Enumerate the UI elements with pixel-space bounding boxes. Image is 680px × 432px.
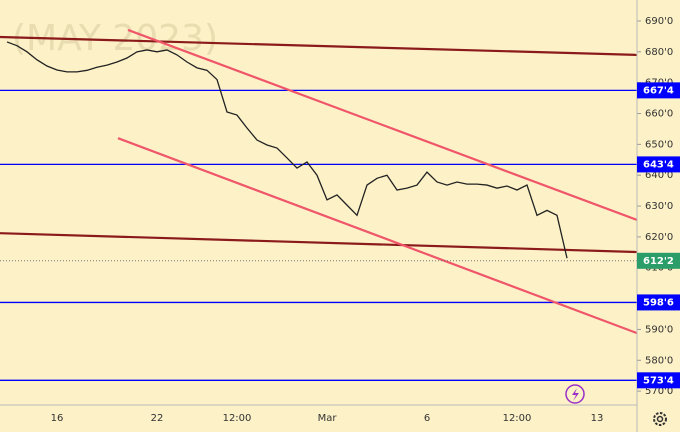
level-label: 598'6 xyxy=(643,297,674,308)
level-tag xyxy=(637,82,680,99)
level-tag xyxy=(637,294,680,311)
trend-line xyxy=(0,232,638,254)
icon-ring xyxy=(565,384,585,404)
settings-icon[interactable] xyxy=(653,412,667,426)
lightning-icon[interactable] xyxy=(565,384,585,404)
icon-gear xyxy=(653,412,667,426)
level-label: 573'4 xyxy=(643,375,674,386)
y-tick-label: 630'0 xyxy=(645,201,673,212)
y-tick-label: 570'0 xyxy=(645,386,673,397)
price-line xyxy=(6,41,568,259)
last-price-label: 612'2 xyxy=(643,256,674,267)
y-tick-label: 640'0 xyxy=(645,170,673,181)
level-label: 667'4 xyxy=(643,85,674,96)
last-price-tag xyxy=(637,252,680,269)
y-tick-label: 580'0 xyxy=(645,355,673,366)
x-tick-label: 6 xyxy=(424,413,430,424)
x-tick-label: Mar xyxy=(318,413,338,424)
icon-bolt xyxy=(572,388,579,401)
y-tick-label: 690'0 xyxy=(645,16,673,27)
x-tick-label: 12:00 xyxy=(223,413,252,424)
x-tick-label: 13 xyxy=(591,413,604,424)
y-tick-label: 680'0 xyxy=(645,47,673,58)
trend-line xyxy=(127,28,638,221)
y-tick-label: 650'0 xyxy=(645,139,673,150)
x-tick-label: 22 xyxy=(151,413,164,424)
trend-line xyxy=(0,35,638,57)
level-tag xyxy=(637,156,680,173)
y-tick-label: 590'0 xyxy=(645,324,673,335)
level-tag xyxy=(637,372,680,389)
level-label: 643'4 xyxy=(643,159,674,170)
x-tick-label: 16 xyxy=(51,413,64,424)
icon-gear-center xyxy=(656,415,664,423)
y-tick-label: 620'0 xyxy=(645,232,673,243)
x-tick-label: 12:00 xyxy=(503,413,532,424)
y-tick-label: 660'0 xyxy=(645,109,673,120)
trend-line xyxy=(117,137,638,335)
